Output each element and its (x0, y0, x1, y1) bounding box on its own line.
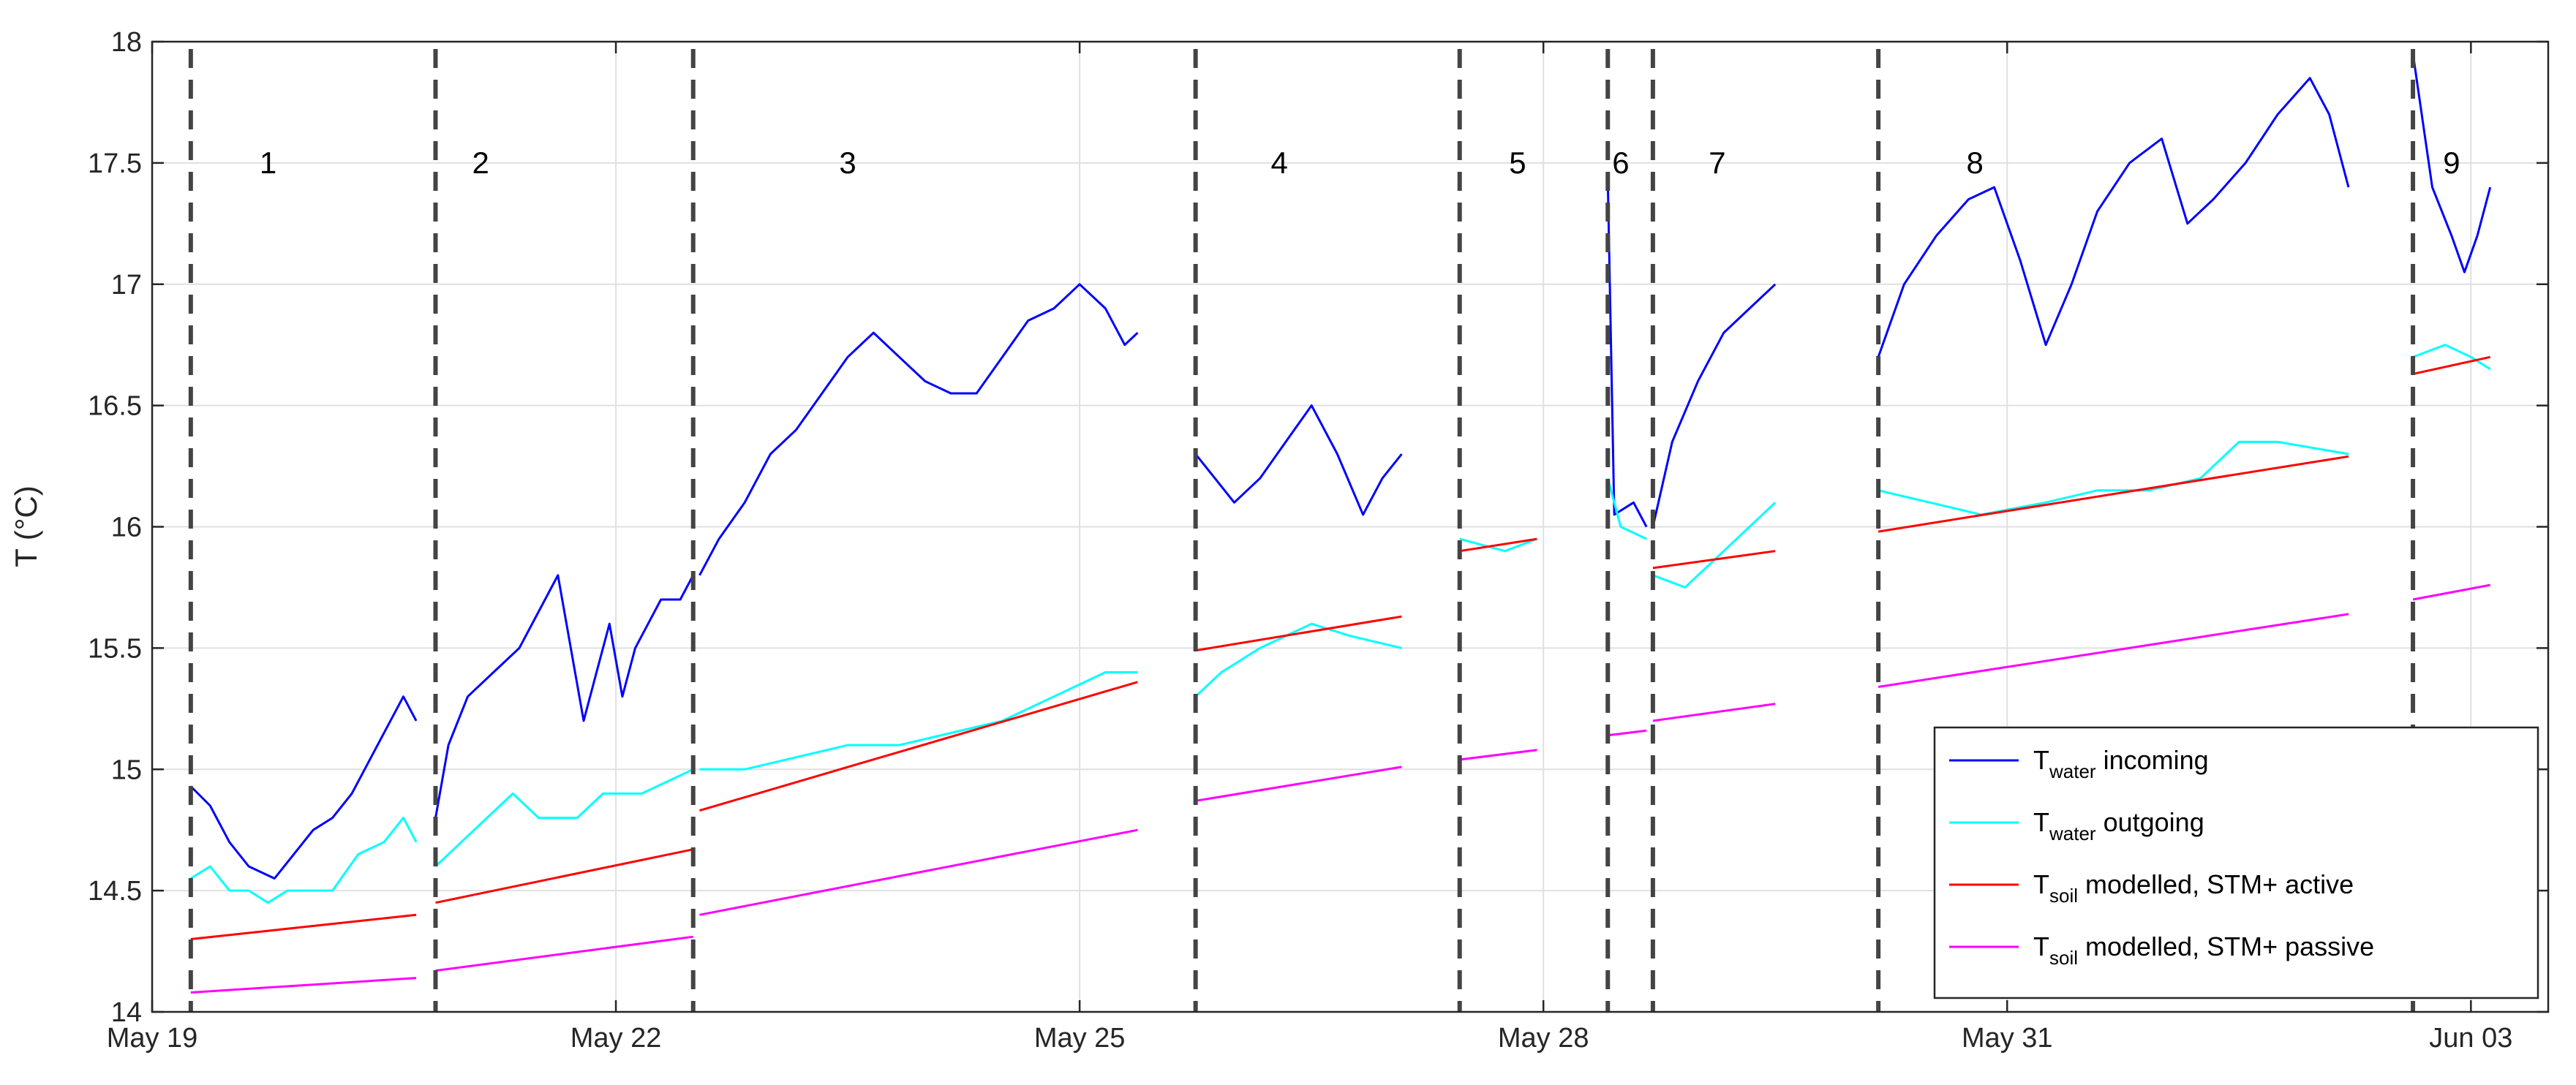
period-label: 6 (1612, 145, 1629, 180)
legend-box (1933, 726, 2539, 999)
x-tick-label: May 28 (1498, 1023, 1589, 1054)
legend-entry-label: Twater incoming (2033, 745, 2209, 782)
series-line (2411, 53, 2492, 273)
period-label: 8 (1967, 145, 1984, 180)
series-line (1608, 729, 1647, 737)
series-line (1194, 404, 1403, 516)
series-line (1878, 613, 2349, 688)
series-line (699, 671, 1138, 771)
y-axis-label: T (°C) (9, 485, 43, 567)
y-tick-label: 15.5 (88, 633, 142, 664)
x-tick-label: May 25 (1034, 1023, 1126, 1054)
series-line (435, 848, 694, 904)
period-label: 5 (1509, 145, 1526, 180)
series-line (1195, 615, 1402, 652)
y-tick-label: 18 (111, 27, 142, 58)
y-tick-label: 17.5 (88, 148, 142, 179)
series-line (190, 977, 417, 994)
series-line (434, 574, 695, 818)
series-line (1606, 477, 1647, 540)
series-line (699, 828, 1138, 916)
series-line (1652, 502, 1777, 589)
series-line (1652, 703, 1776, 722)
series-line (1652, 550, 1776, 570)
y-tick-label: 16.5 (88, 391, 142, 422)
period-label: 7 (1709, 145, 1725, 180)
period-label: 4 (1270, 145, 1287, 180)
series-line (2412, 344, 2491, 371)
series-line (1459, 537, 1537, 553)
y-tick-label: 14 (111, 997, 142, 1028)
series-line (1459, 749, 1537, 761)
y-tick-label: 14.5 (88, 876, 142, 907)
period-boundaries (188, 49, 2416, 1012)
series-line (189, 695, 418, 880)
series-line (1877, 77, 2350, 358)
series-line (2412, 583, 2490, 601)
series-layer (189, 53, 2492, 994)
series-line (698, 283, 1139, 576)
x-tick-label: May 22 (570, 1023, 662, 1054)
y-tick-label: 16 (111, 513, 142, 543)
series-line (1459, 537, 1537, 553)
period-label: 2 (472, 145, 489, 180)
series-t-soil-modelled-stm-active (190, 355, 2491, 940)
x-tick-label: May 19 (107, 1023, 198, 1054)
series-t-water-incoming (189, 53, 2492, 880)
series-t-soil-modelled-stm-passive (190, 583, 2490, 994)
series-line (1878, 455, 2349, 533)
series-line (699, 681, 1138, 812)
period-labels: 1 2 3 4 5 6 7 8 9 (260, 145, 2460, 180)
y-tick-label: 17 (111, 270, 142, 300)
y-tick-label: 15 (111, 755, 142, 785)
series-line (190, 913, 417, 940)
series-line (1195, 765, 1402, 802)
period-label: 3 (839, 145, 856, 180)
legend-entry-label: Tsoil modelled, STM+ passive (2033, 931, 2374, 969)
series-line (190, 817, 418, 904)
x-tick-label: Jun 03 (2429, 1023, 2512, 1054)
period-label: 9 (2443, 145, 2460, 180)
legend-entry-label: Tsoil modelled, STM+ active (2033, 869, 2354, 907)
period-label: 1 (260, 145, 276, 180)
series-line (1878, 440, 2349, 516)
legend: Twater incoming Twater outgoing Tsoil mode… (1933, 726, 2539, 999)
series-line (1652, 283, 1777, 527)
series-line (435, 935, 693, 972)
series-line (434, 768, 694, 868)
series-line (2412, 355, 2491, 375)
x-tick-label: May 31 (1962, 1023, 2053, 1054)
legend-entry-label: Twater outgoing (2033, 807, 2204, 844)
series-line (1606, 182, 1648, 528)
